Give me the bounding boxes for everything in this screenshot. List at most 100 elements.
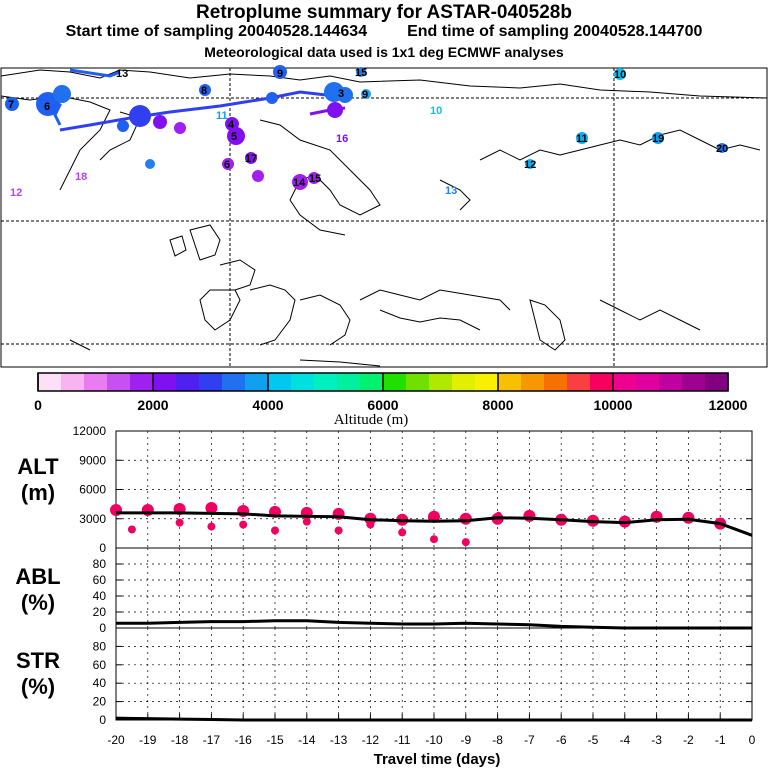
colorbar-cell (567, 373, 591, 391)
map-label-6b: 6 (224, 159, 230, 171)
abl-ytick-label: 80 (93, 557, 107, 571)
coastlines (0, 69, 768, 367)
x-tick-label: -4 (619, 733, 630, 747)
map-label-14: 14 (293, 177, 306, 189)
x-tick-label: -2 (683, 733, 694, 747)
map-grid (1, 68, 767, 367)
x-tick-label: -15 (266, 733, 284, 747)
x-tick-label: -19 (139, 733, 157, 747)
alt-cluster-point-lower (127, 525, 136, 534)
map-label-7: 7 (8, 99, 14, 111)
alt-cluster-point-lower (207, 522, 216, 531)
colorbar-cell (590, 373, 614, 391)
x-tick-label: -11 (394, 733, 411, 747)
abl-label: ABL (15, 564, 60, 589)
str-ytick-label: 20 (93, 695, 107, 709)
x-tick-label: -16 (235, 733, 253, 747)
chart-title: Retroplume summary for ASTAR-040528b (196, 2, 572, 23)
map-label-19: 19 (652, 133, 664, 145)
x-tick-label: -9 (460, 733, 471, 747)
sampling-times: Start time of sampling 20040528.144634 En… (0, 23, 768, 41)
abl-panel: 80 60 40 20 0 ABL (%) (15, 547, 753, 635)
abl-ytick-label: 60 (93, 573, 107, 587)
alt-cluster-point-lower (461, 538, 470, 547)
colorbar-cell (130, 373, 154, 391)
map-label-3: 3 (338, 88, 344, 100)
colorbar-cell (406, 373, 430, 391)
colorbar-cell (682, 373, 706, 391)
met-data-label: Meteorological data used is 1x1 deg ECMW… (204, 44, 564, 60)
alt-unit: (m) (21, 480, 55, 505)
str-ytick-label: 0 (99, 713, 106, 727)
colorbar-cell (544, 373, 568, 391)
map-label-11b: 11 (216, 110, 228, 122)
alt-cluster-point-lower (430, 535, 438, 544)
colorbar: 0 2000 4000 6000 8000 10000 12000 Altitude (m) (34, 372, 748, 428)
colorbar-cell (314, 373, 338, 391)
alt-cluster-point-lower (398, 528, 407, 537)
colorbar-cell (383, 373, 407, 391)
str-ytick-label: 60 (93, 658, 107, 672)
colorbar-cell (176, 373, 200, 391)
map-label-11: 11 (576, 133, 588, 145)
end-time-label: End time of sampling 20040528.144700 (407, 23, 703, 40)
colorbar-cell (153, 373, 177, 391)
x-tick-label: -8 (492, 733, 503, 747)
alt-ytick-label: 12000 (73, 424, 107, 438)
map-label-16: 16 (336, 133, 348, 145)
colorbar-cell (705, 373, 729, 391)
x-tick-label: -18 (171, 733, 189, 747)
x-tick-label: -17 (203, 733, 221, 747)
colorbar-cell (38, 373, 62, 391)
start-time-label: Start time of sampling 20040528.144634 (65, 23, 368, 40)
abl-unit: (%) (21, 590, 55, 615)
alt-ytick-label: 3000 (79, 512, 106, 526)
alt-ytick-label: 9000 (79, 453, 106, 467)
map-label-13b: 13 (445, 185, 457, 197)
str-ytick-label: 40 (93, 676, 107, 690)
colorbar-tick-label: 6000 (367, 397, 398, 413)
colorbar-tick-label: 10000 (594, 397, 633, 413)
map-label-15b: 15 (309, 173, 321, 185)
x-tick-label: -1 (715, 733, 726, 747)
alt-ytick-label: 0 (99, 541, 106, 555)
str-panel: 80 60 40 20 0 STR (%) (16, 627, 753, 727)
x-tick-label: -7 (524, 733, 535, 747)
colorbar-tick-label: 12000 (709, 397, 748, 413)
map-label-17: 17 (245, 153, 257, 165)
alt-panel: 12000 9000 6000 3000 0 ALT (m) (17, 424, 753, 555)
alt-cluster-point-lower (334, 526, 343, 535)
x-tick-label: -3 (651, 733, 662, 747)
colorbar-cell (107, 373, 131, 391)
str-label: STR (16, 648, 60, 673)
map-label-4: 4 (228, 119, 235, 131)
colorbar-cell (268, 373, 292, 391)
colorbar-cell (521, 373, 545, 391)
colorbar-cell (84, 373, 108, 391)
str-ytick-label: 80 (93, 639, 107, 653)
map-label-9b: 9 (362, 89, 368, 101)
map-label-18: 18 (75, 171, 87, 183)
colorbar-cell (61, 373, 85, 391)
x-tick-label: -13 (330, 733, 348, 747)
colorbar-cell (337, 373, 361, 391)
x-tick-label: -5 (588, 733, 599, 747)
alt-cluster-point-lower (271, 526, 279, 535)
trajectory-labels: 13 9 15 10 7 6 8 3 9 10 11 19 20 12 13 1… (8, 67, 728, 199)
x-tick-label: 0 (749, 733, 756, 747)
map-label-8: 8 (201, 85, 207, 97)
map-label-12: 12 (524, 159, 536, 171)
map-label-20: 20 (716, 143, 728, 155)
x-axis-label: Travel time (days) (374, 751, 501, 768)
map-label-6: 6 (44, 101, 50, 113)
abl-ytick-label: 20 (93, 605, 107, 619)
map-label-15: 15 (355, 67, 367, 79)
alt-cluster-point-lower (302, 517, 311, 526)
colorbar-cell (429, 373, 453, 391)
plume-circles (5, 65, 727, 190)
alt-cluster-point-lower (175, 518, 184, 527)
colorbar-cell (360, 373, 384, 391)
colorbar-cell (199, 373, 223, 391)
alt-mean-line (116, 511, 753, 537)
